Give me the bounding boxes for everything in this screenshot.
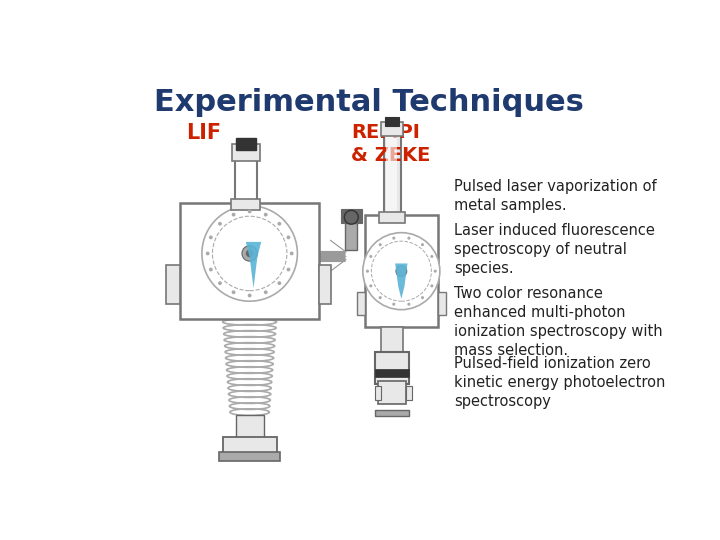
Circle shape xyxy=(408,237,410,240)
Circle shape xyxy=(369,255,372,258)
Circle shape xyxy=(218,222,222,226)
Bar xyxy=(319,265,330,303)
Circle shape xyxy=(363,233,440,309)
Bar xyxy=(385,117,399,126)
Circle shape xyxy=(379,296,382,299)
Circle shape xyxy=(264,213,268,217)
Text: Experimental Techniques: Experimental Techniques xyxy=(154,88,584,117)
Bar xyxy=(357,292,365,315)
Circle shape xyxy=(344,210,359,224)
Bar xyxy=(235,415,264,438)
Circle shape xyxy=(392,302,395,306)
Circle shape xyxy=(379,243,382,246)
Circle shape xyxy=(264,291,268,294)
Circle shape xyxy=(248,294,251,298)
Bar xyxy=(375,369,409,377)
Bar xyxy=(232,144,260,161)
Bar xyxy=(219,452,281,461)
Circle shape xyxy=(209,235,213,239)
Bar xyxy=(222,437,276,454)
Bar xyxy=(375,410,409,416)
Circle shape xyxy=(242,246,257,261)
Circle shape xyxy=(206,252,210,255)
Circle shape xyxy=(289,252,294,255)
Bar xyxy=(379,212,405,222)
Text: Laser induced fluorescence
spectroscopy of neutral
species.: Laser induced fluorescence spectroscopy … xyxy=(454,222,654,276)
Bar xyxy=(384,126,400,215)
Bar xyxy=(382,122,403,136)
Circle shape xyxy=(248,210,251,213)
Bar xyxy=(438,292,446,315)
Circle shape xyxy=(209,268,213,272)
Bar xyxy=(341,209,362,222)
Circle shape xyxy=(392,237,395,240)
Circle shape xyxy=(431,285,433,287)
Bar xyxy=(406,386,412,400)
Bar xyxy=(235,138,256,150)
Bar xyxy=(345,222,357,249)
Polygon shape xyxy=(395,264,408,299)
Circle shape xyxy=(218,281,222,285)
Bar xyxy=(378,381,406,403)
Bar xyxy=(386,126,397,215)
Bar xyxy=(375,386,382,400)
Bar xyxy=(382,327,403,354)
Circle shape xyxy=(287,235,290,239)
Text: LIF: LIF xyxy=(186,123,221,143)
Circle shape xyxy=(246,249,253,257)
Bar xyxy=(235,150,256,204)
Circle shape xyxy=(369,285,372,287)
Circle shape xyxy=(421,296,424,299)
Circle shape xyxy=(433,269,437,273)
Text: Pulsed laser vaporization of
metal samples.: Pulsed laser vaporization of metal sampl… xyxy=(454,179,657,213)
Circle shape xyxy=(232,213,235,217)
Circle shape xyxy=(366,269,369,273)
Bar xyxy=(166,265,180,303)
Circle shape xyxy=(232,291,235,294)
Circle shape xyxy=(202,206,297,301)
Bar xyxy=(180,204,319,319)
Bar xyxy=(231,199,261,210)
Text: Two color resonance
enhanced multi-photon
ionization spectroscopy with
mass sele: Two color resonance enhanced multi-photo… xyxy=(454,286,662,359)
Circle shape xyxy=(287,268,290,272)
Circle shape xyxy=(277,281,282,285)
Polygon shape xyxy=(246,242,261,288)
Text: REMPI
& ZEKE: REMPI & ZEKE xyxy=(351,123,431,165)
Circle shape xyxy=(277,222,282,226)
Circle shape xyxy=(396,266,407,276)
Circle shape xyxy=(431,255,433,258)
Circle shape xyxy=(421,243,424,246)
Bar xyxy=(375,352,409,384)
Text: Pulsed-field ionization zero
kinetic energy photoelectron
spectroscopy: Pulsed-field ionization zero kinetic ene… xyxy=(454,356,665,409)
Bar xyxy=(365,215,438,327)
Circle shape xyxy=(408,302,410,306)
